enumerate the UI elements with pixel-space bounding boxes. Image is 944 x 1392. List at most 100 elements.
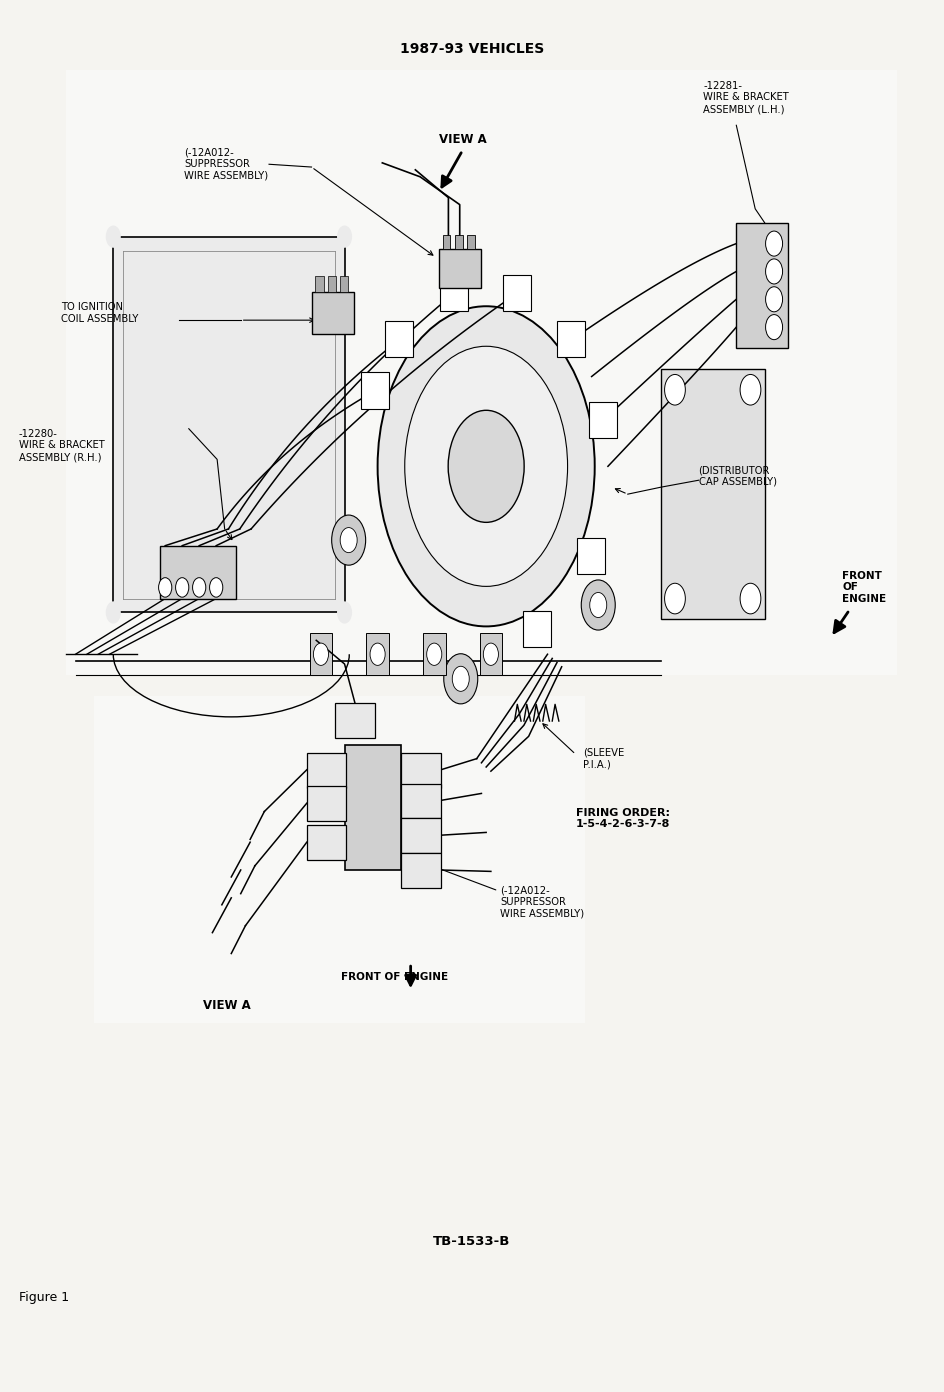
Bar (401, 853, 441, 888)
Bar (335, 703, 375, 738)
Circle shape (378, 306, 595, 626)
Text: 2: 2 (196, 583, 202, 592)
Bar (366, 633, 389, 675)
Text: 2: 2 (324, 838, 329, 846)
Circle shape (448, 411, 524, 522)
Bar (736, 223, 788, 348)
Bar (523, 611, 551, 647)
Text: 3: 3 (601, 415, 606, 425)
Bar (423, 633, 446, 675)
Text: Figure 1: Figure 1 (19, 1290, 69, 1304)
Text: 4: 4 (324, 799, 329, 807)
Bar (577, 537, 605, 574)
Circle shape (337, 226, 352, 248)
Text: FRONT OF ENGINE: FRONT OF ENGINE (341, 972, 448, 983)
Text: (SLEEVE
P.I.A.): (SLEEVE P.I.A.) (583, 748, 625, 770)
Bar (661, 369, 765, 619)
Circle shape (665, 374, 685, 405)
Bar (401, 753, 441, 788)
Bar (589, 402, 617, 438)
Circle shape (370, 643, 385, 665)
Text: 1: 1 (397, 335, 403, 344)
Circle shape (313, 643, 329, 665)
Bar (315, 276, 324, 292)
Bar (113, 237, 345, 612)
Text: 1987-93 VEHICLES: 1987-93 VEHICLES (400, 42, 544, 56)
Circle shape (176, 578, 189, 597)
Text: 4: 4 (515, 288, 520, 298)
Text: FRONT
OF
ENGINE: FRONT OF ENGINE (842, 571, 886, 604)
Circle shape (740, 583, 761, 614)
Bar (440, 274, 468, 310)
Bar (160, 546, 236, 599)
Bar (307, 825, 346, 860)
Bar (401, 818, 441, 853)
Text: 6: 6 (771, 267, 777, 276)
Circle shape (444, 654, 478, 704)
Text: VIEW A: VIEW A (439, 132, 487, 146)
Circle shape (766, 315, 783, 340)
Bar (455, 235, 463, 249)
Bar (385, 322, 413, 358)
Text: 8: 8 (373, 386, 379, 395)
Bar (94, 696, 585, 1023)
Text: 3: 3 (179, 583, 185, 592)
Bar (480, 633, 502, 675)
Text: 8: 8 (418, 766, 424, 774)
Circle shape (193, 578, 206, 597)
Text: C: C (369, 802, 377, 813)
Circle shape (740, 374, 761, 405)
Bar (443, 235, 450, 249)
Text: 6: 6 (589, 551, 595, 561)
Bar (340, 276, 348, 292)
Bar (307, 753, 346, 788)
Circle shape (405, 347, 567, 586)
Circle shape (106, 601, 121, 624)
Bar (502, 274, 531, 310)
Text: 5: 5 (771, 295, 777, 303)
Bar (557, 322, 585, 358)
Text: 8: 8 (771, 239, 777, 248)
Text: 7: 7 (418, 796, 424, 805)
Bar (439, 249, 481, 288)
Text: 1: 1 (213, 583, 219, 592)
Circle shape (452, 667, 469, 692)
Bar (328, 276, 336, 292)
Bar (361, 372, 389, 408)
Text: FIRING ORDER:
1-5-4-2-6-3-7-8: FIRING ORDER: 1-5-4-2-6-3-7-8 (576, 807, 670, 830)
Text: 2: 2 (535, 625, 540, 633)
Bar (307, 786, 346, 821)
Text: 4: 4 (162, 583, 168, 592)
Text: 5: 5 (324, 766, 329, 774)
Circle shape (331, 515, 365, 565)
Circle shape (766, 259, 783, 284)
Circle shape (427, 643, 442, 665)
Bar (345, 745, 401, 870)
Bar (310, 633, 332, 675)
Circle shape (590, 593, 607, 618)
Text: (-12A012-
SUPPRESSOR
WIRE ASSEMBLY): (-12A012- SUPPRESSOR WIRE ASSEMBLY) (184, 148, 268, 181)
Circle shape (337, 601, 352, 624)
Text: TB-1533-B: TB-1533-B (433, 1235, 511, 1249)
Text: 7: 7 (569, 335, 575, 344)
Text: VIEW A: VIEW A (203, 998, 251, 1012)
Text: -12281-
WIRE & BRACKET
ASSEMBLY (L.H.): -12281- WIRE & BRACKET ASSEMBLY (L.H.) (703, 81, 789, 114)
Text: 6: 6 (418, 866, 424, 874)
Text: (DISTRIBUTOR
CAP ASSEMBLY): (DISTRIBUTOR CAP ASSEMBLY) (699, 465, 777, 487)
Circle shape (340, 528, 357, 553)
Text: 3: 3 (418, 831, 424, 839)
Bar (467, 235, 475, 249)
Bar (312, 292, 354, 334)
Circle shape (766, 287, 783, 312)
Bar (401, 784, 441, 818)
Bar (66, 70, 897, 675)
Circle shape (210, 578, 223, 597)
Text: TO IGNITION
COIL ASSEMBLY: TO IGNITION COIL ASSEMBLY (61, 302, 139, 324)
Circle shape (582, 580, 615, 631)
Circle shape (106, 226, 121, 248)
Circle shape (159, 578, 172, 597)
Text: -12280-
WIRE & BRACKET
ASSEMBLY (R.H.): -12280- WIRE & BRACKET ASSEMBLY (R.H.) (19, 429, 105, 462)
Text: 1: 1 (352, 715, 358, 724)
Circle shape (483, 643, 498, 665)
Circle shape (766, 231, 783, 256)
